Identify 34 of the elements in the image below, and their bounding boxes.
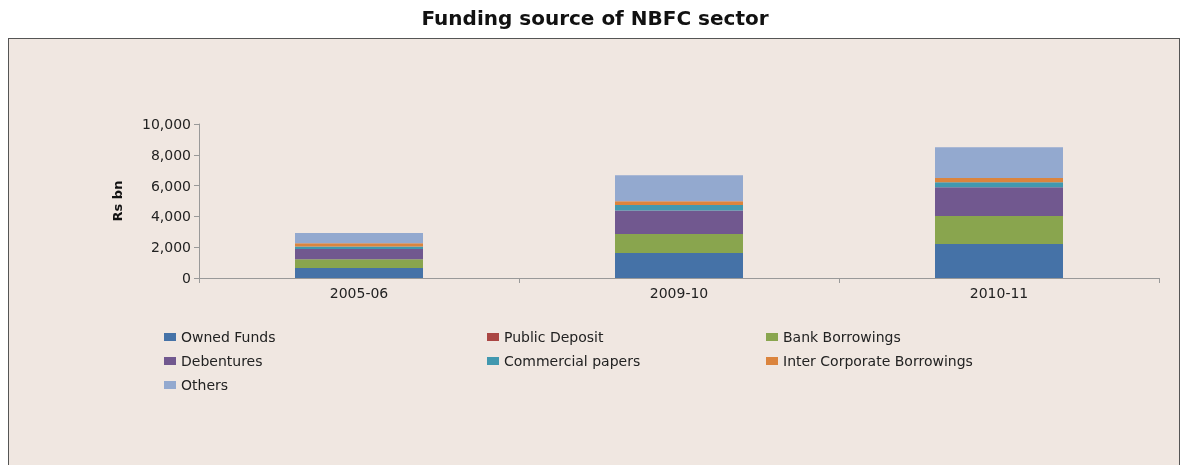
bar — [935, 215, 1063, 244]
legend-label: Inter Corporate Borrowings — [783, 353, 973, 369]
legend-label: Debentures — [181, 353, 263, 369]
bar — [615, 210, 743, 234]
x-tick-label: 2010-11 — [969, 285, 1029, 301]
bar — [935, 182, 1063, 188]
x-tick-label: 2005-06 — [329, 285, 389, 301]
y-tick-label: 10,000 — [142, 116, 191, 132]
y-tick-label: 2,000 — [150, 239, 191, 256]
bar — [615, 233, 743, 254]
bar — [295, 233, 423, 244]
bar — [935, 187, 1063, 216]
bar — [295, 249, 423, 260]
legend-label: Owned Funds — [181, 329, 276, 345]
bar — [295, 259, 423, 268]
y-axis-title: Rs bn — [110, 180, 125, 222]
bar — [615, 205, 743, 211]
bar — [295, 267, 423, 278]
bar — [615, 201, 743, 205]
chart-title: Funding source of NBFC sector — [420, 6, 770, 30]
bar — [935, 147, 1063, 179]
x-tick-label: 2009-10 — [649, 285, 709, 301]
y-tick-label: 4,000 — [150, 208, 191, 225]
legend-label: Public Deposit — [504, 329, 604, 345]
legend-label: Commercial papers — [504, 353, 641, 369]
bar — [935, 243, 1063, 278]
bar — [935, 178, 1063, 183]
legend-label: Bank Borrowings — [783, 329, 901, 345]
bar — [615, 175, 743, 202]
y-tick-label: 8,000 — [150, 146, 191, 163]
y-tick-label: 6,000 — [150, 177, 191, 194]
y-tick-label: 0 — [182, 270, 191, 286]
legend-label: Others — [181, 377, 229, 393]
bar — [615, 253, 743, 278]
